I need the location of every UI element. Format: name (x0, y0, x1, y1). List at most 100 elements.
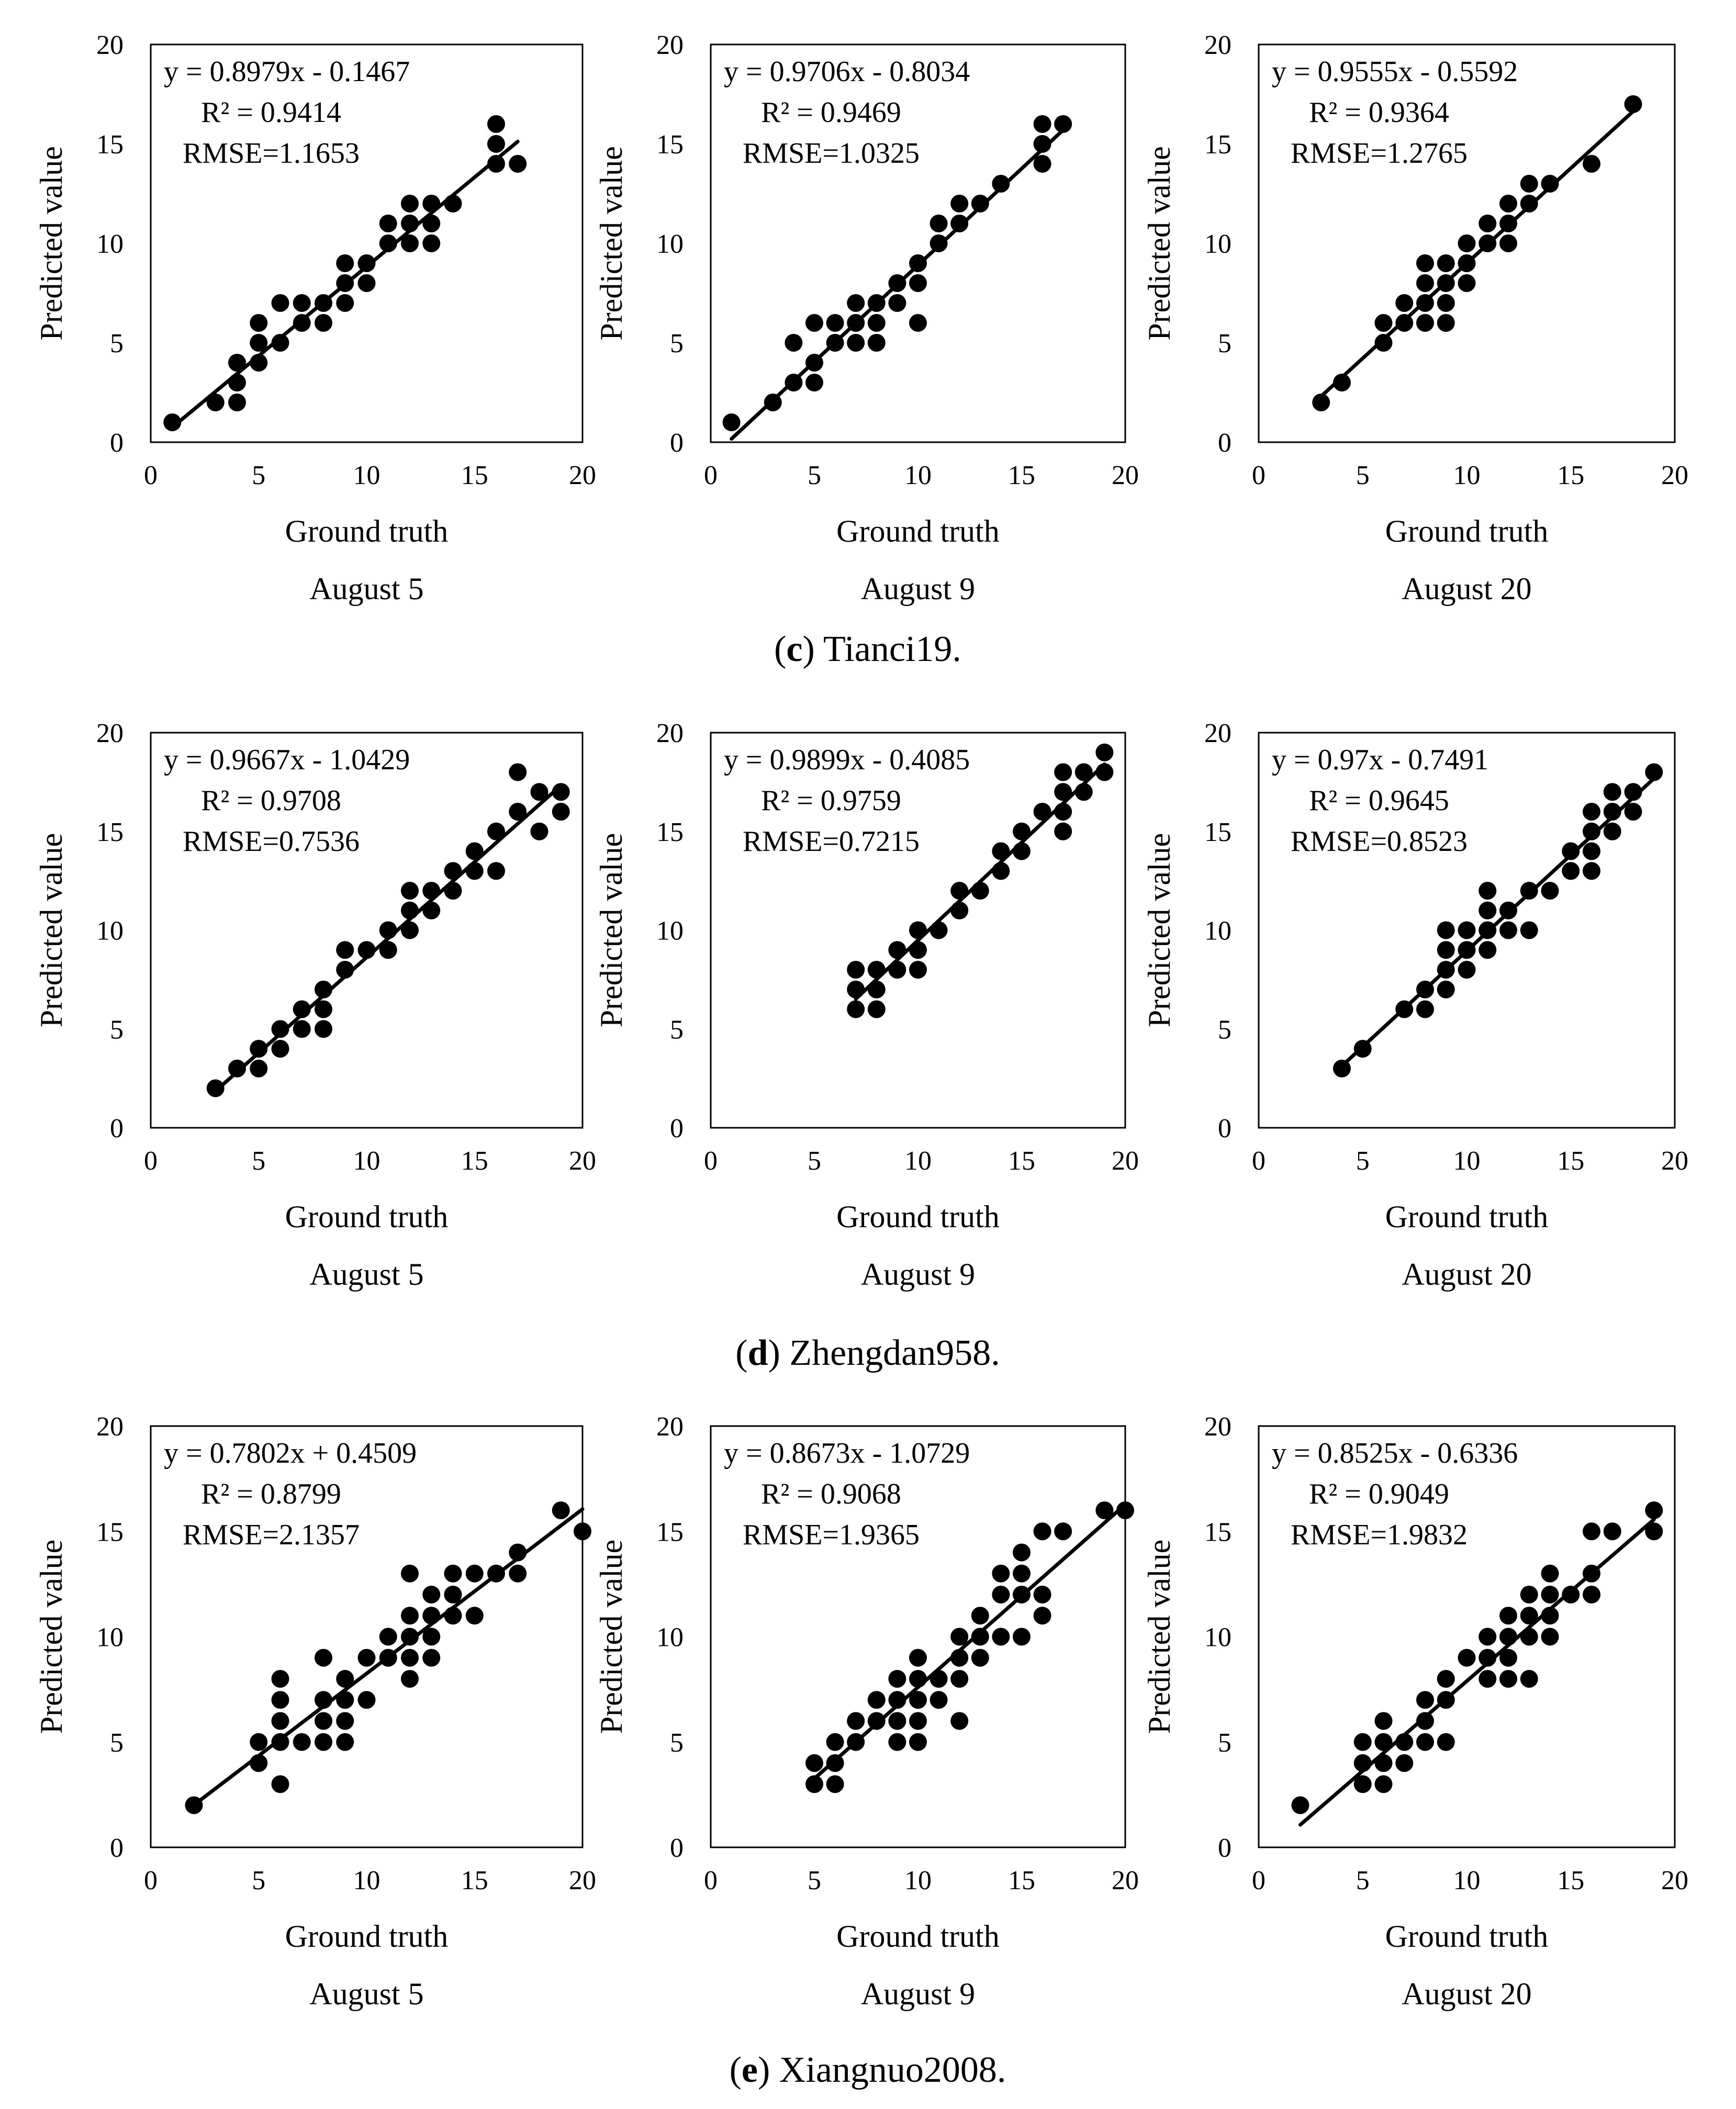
data-point (401, 921, 419, 939)
rmse-label: RMSE=1.2765 (1291, 137, 1468, 170)
data-point (422, 1628, 441, 1646)
data-point (950, 215, 969, 232)
data-point (909, 1648, 927, 1667)
data-point (1499, 921, 1517, 939)
data-point (401, 1607, 419, 1625)
data-point (929, 1670, 948, 1688)
rmse-label: RMSE=1.0325 (743, 137, 920, 170)
data-point (1416, 1691, 1434, 1709)
data-point (1033, 115, 1051, 133)
data-point (1437, 314, 1455, 332)
regression-equation: y = 0.8673x - 1.0729 (724, 1437, 970, 1469)
x-axis-label: Ground truth (836, 1919, 1000, 1954)
data-point (805, 1754, 823, 1772)
data-point (228, 1059, 246, 1078)
data-point (1499, 1670, 1517, 1688)
data-point (1353, 1040, 1372, 1058)
data-point (422, 1607, 441, 1625)
data-point (401, 901, 419, 919)
data-point (336, 274, 354, 292)
data-point (950, 882, 969, 900)
scatter-panel: 0 5 10 15 20 0 5 10 15 20 Ground truth August 5 Pred… (34, 719, 596, 1292)
data-point (1416, 314, 1434, 332)
data-point (992, 862, 1010, 880)
regression-line (812, 1502, 1127, 1781)
data-point (867, 1712, 886, 1730)
data-point (1013, 1564, 1031, 1583)
data-point (1054, 783, 1072, 801)
scatter-panel: 0 5 10 15 20 0 5 10 15 20 Ground truth August 9 Pred… (594, 1412, 1139, 2011)
data-point (509, 1543, 527, 1562)
plot-frame (1258, 1425, 1676, 1848)
data-point (1395, 314, 1414, 332)
data-point (465, 862, 484, 880)
data-point (315, 294, 332, 312)
data-point (1013, 842, 1031, 860)
data-point (867, 961, 886, 979)
data-point (929, 234, 948, 252)
data-point (971, 1628, 989, 1646)
data-point (315, 980, 332, 999)
data-point (1479, 1670, 1497, 1688)
data-point (909, 1733, 927, 1751)
data-point (422, 234, 441, 252)
data-point (1583, 155, 1600, 173)
data-point (805, 374, 823, 391)
data-point (444, 1564, 462, 1583)
r-squared-label: R² = 0.9708 (201, 784, 341, 817)
plot-frame (710, 1425, 1126, 1848)
x-tick-label: 5 (252, 1866, 265, 1895)
r-squared-label: R² = 0.9049 (1309, 1478, 1449, 1510)
y-tick-label: 5 (670, 329, 684, 358)
data-point (847, 961, 865, 979)
y-axis-label: Predicted value (1142, 1540, 1177, 1734)
x-tick-label: 5 (808, 461, 821, 490)
x-tick-label: 15 (461, 1866, 488, 1895)
scatter-panel: 0 5 10 15 20 0 5 10 15 20 Ground truth August 5 Pred… (34, 30, 596, 606)
data-point (909, 1691, 927, 1709)
data-point (909, 921, 927, 939)
rmse-label: RMSE=0.7536 (183, 825, 360, 858)
data-point (1520, 921, 1538, 939)
panel-title: August 5 (309, 1257, 423, 1292)
r-squared-label: R² = 0.9645 (1309, 784, 1449, 817)
data-point (909, 314, 927, 332)
data-point (992, 1628, 1010, 1646)
regression-equation: y = 0.7802x + 0.4509 (164, 1437, 417, 1469)
data-point (950, 1648, 969, 1667)
data-point (379, 921, 397, 939)
plot-frame (1258, 732, 1676, 1129)
data-point (950, 901, 969, 919)
data-point (826, 1733, 844, 1751)
x-axis-label: Ground truth (285, 1919, 449, 1954)
y-tick-label: 15 (1204, 130, 1231, 160)
data-point (336, 1712, 354, 1730)
x-tick-label: 5 (1356, 461, 1370, 490)
x-tick-label: 10 (353, 461, 380, 490)
data-point (1479, 234, 1497, 252)
data-point (805, 314, 823, 332)
data-point (293, 314, 311, 332)
y-tick-label: 15 (656, 817, 684, 847)
data-point (487, 822, 505, 840)
data-point (1624, 803, 1642, 821)
y-tick-label: 15 (656, 130, 684, 160)
x-tick-label: 10 (904, 1146, 932, 1176)
data-point (1583, 822, 1600, 840)
data-point (867, 294, 886, 312)
data-point (444, 1586, 462, 1603)
data-point (1499, 901, 1517, 919)
data-point (315, 1712, 332, 1730)
data-point (1583, 1522, 1600, 1541)
data-point (271, 1733, 289, 1751)
x-tick-label: 15 (1008, 461, 1035, 490)
data-point (1499, 1628, 1517, 1646)
data-point (867, 1691, 886, 1709)
data-point (357, 1648, 376, 1667)
data-point (1095, 763, 1114, 781)
data-point (805, 1775, 823, 1793)
data-point (1395, 1000, 1414, 1018)
data-point (1458, 941, 1476, 959)
y-tick-label: 20 (96, 719, 124, 748)
data-point (552, 783, 570, 801)
